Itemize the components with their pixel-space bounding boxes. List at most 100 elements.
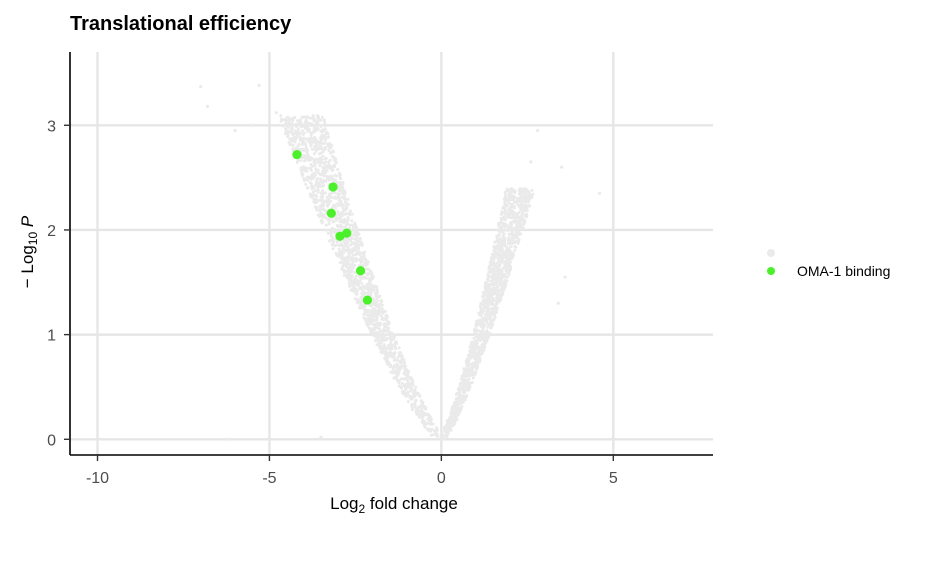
background-point — [365, 272, 369, 276]
background-point — [384, 338, 388, 342]
background-point — [302, 149, 306, 152]
background-point — [489, 263, 493, 267]
background-point — [461, 387, 465, 390]
background-point — [455, 397, 459, 401]
background-point — [486, 292, 490, 296]
background-point — [484, 290, 487, 294]
background-point — [471, 365, 475, 369]
background-point — [324, 136, 328, 140]
background-point — [323, 124, 327, 128]
background-point — [342, 258, 346, 262]
background-point — [381, 334, 385, 338]
background-point — [489, 291, 493, 295]
background-point — [322, 161, 325, 165]
background-point — [497, 299, 501, 303]
background-point — [474, 361, 477, 364]
background-point — [358, 253, 362, 256]
background-point — [332, 163, 336, 167]
background-point — [409, 387, 413, 391]
background-point — [396, 355, 400, 359]
background-point — [371, 323, 375, 327]
background-point — [471, 376, 475, 380]
background-point — [474, 332, 478, 336]
background-point — [461, 394, 464, 398]
background-point — [313, 146, 317, 150]
background-point — [463, 382, 467, 385]
background-point — [372, 318, 376, 322]
background-point — [498, 293, 502, 297]
background-point — [301, 156, 305, 160]
background-point — [377, 342, 381, 346]
background-point — [355, 278, 359, 282]
background-point — [341, 206, 345, 210]
background-point — [484, 317, 488, 320]
background-point — [507, 242, 511, 246]
background-point — [467, 362, 471, 366]
background-point — [508, 188, 512, 192]
x-tick-label: -5 — [262, 470, 276, 487]
background-point — [339, 176, 343, 180]
background-point — [339, 228, 343, 232]
background-point — [414, 407, 418, 411]
background-point — [352, 232, 356, 235]
background-point — [316, 116, 320, 120]
background-point — [360, 281, 364, 285]
background-point — [336, 209, 340, 213]
background-point — [513, 235, 516, 239]
background-point — [385, 322, 389, 326]
background-point — [364, 291, 368, 295]
background-point — [286, 115, 290, 119]
background-point — [512, 201, 516, 204]
background-point — [316, 122, 320, 126]
background-point — [511, 197, 515, 201]
background-point — [310, 131, 314, 135]
background-point — [520, 214, 524, 218]
background-point — [479, 304, 482, 308]
background-point — [519, 208, 523, 212]
background-point — [403, 367, 407, 371]
background-point — [311, 114, 315, 118]
background-point — [383, 356, 387, 360]
background-point — [368, 282, 372, 286]
background-point — [365, 286, 369, 290]
background-point — [315, 180, 319, 184]
background-point — [499, 253, 503, 256]
background-point — [329, 239, 332, 243]
background-point — [359, 295, 363, 299]
background-point — [363, 250, 367, 254]
background-point — [324, 228, 328, 232]
background-point — [496, 284, 500, 288]
background-point — [327, 222, 331, 226]
background-point — [316, 127, 320, 131]
background-point — [199, 84, 203, 89]
background-point — [355, 300, 359, 304]
background-point — [506, 261, 510, 265]
background-point — [458, 385, 462, 389]
background-point — [389, 351, 393, 355]
background-point — [443, 425, 447, 429]
background-point — [483, 297, 487, 301]
background-point — [331, 238, 335, 241]
background-point — [355, 274, 358, 278]
background-point — [351, 266, 355, 270]
background-point — [363, 312, 367, 316]
background-point — [300, 129, 304, 133]
background-point — [489, 282, 493, 286]
background-point — [498, 274, 502, 278]
background-point — [274, 111, 278, 115]
background-point — [300, 166, 304, 170]
background-point — [344, 262, 348, 266]
background-point — [450, 411, 454, 415]
background-point — [329, 146, 333, 150]
tick-labels: -10 -5 0 5 0 1 2 3 — [47, 118, 618, 487]
background-point — [504, 250, 508, 254]
background-point — [330, 226, 334, 230]
background-point — [312, 117, 316, 121]
background-point — [321, 191, 325, 195]
background-point — [331, 178, 335, 182]
background-point — [495, 275, 499, 279]
background-point — [472, 336, 476, 340]
background-point — [408, 377, 412, 381]
background-point — [314, 143, 318, 147]
background-point — [346, 197, 350, 201]
